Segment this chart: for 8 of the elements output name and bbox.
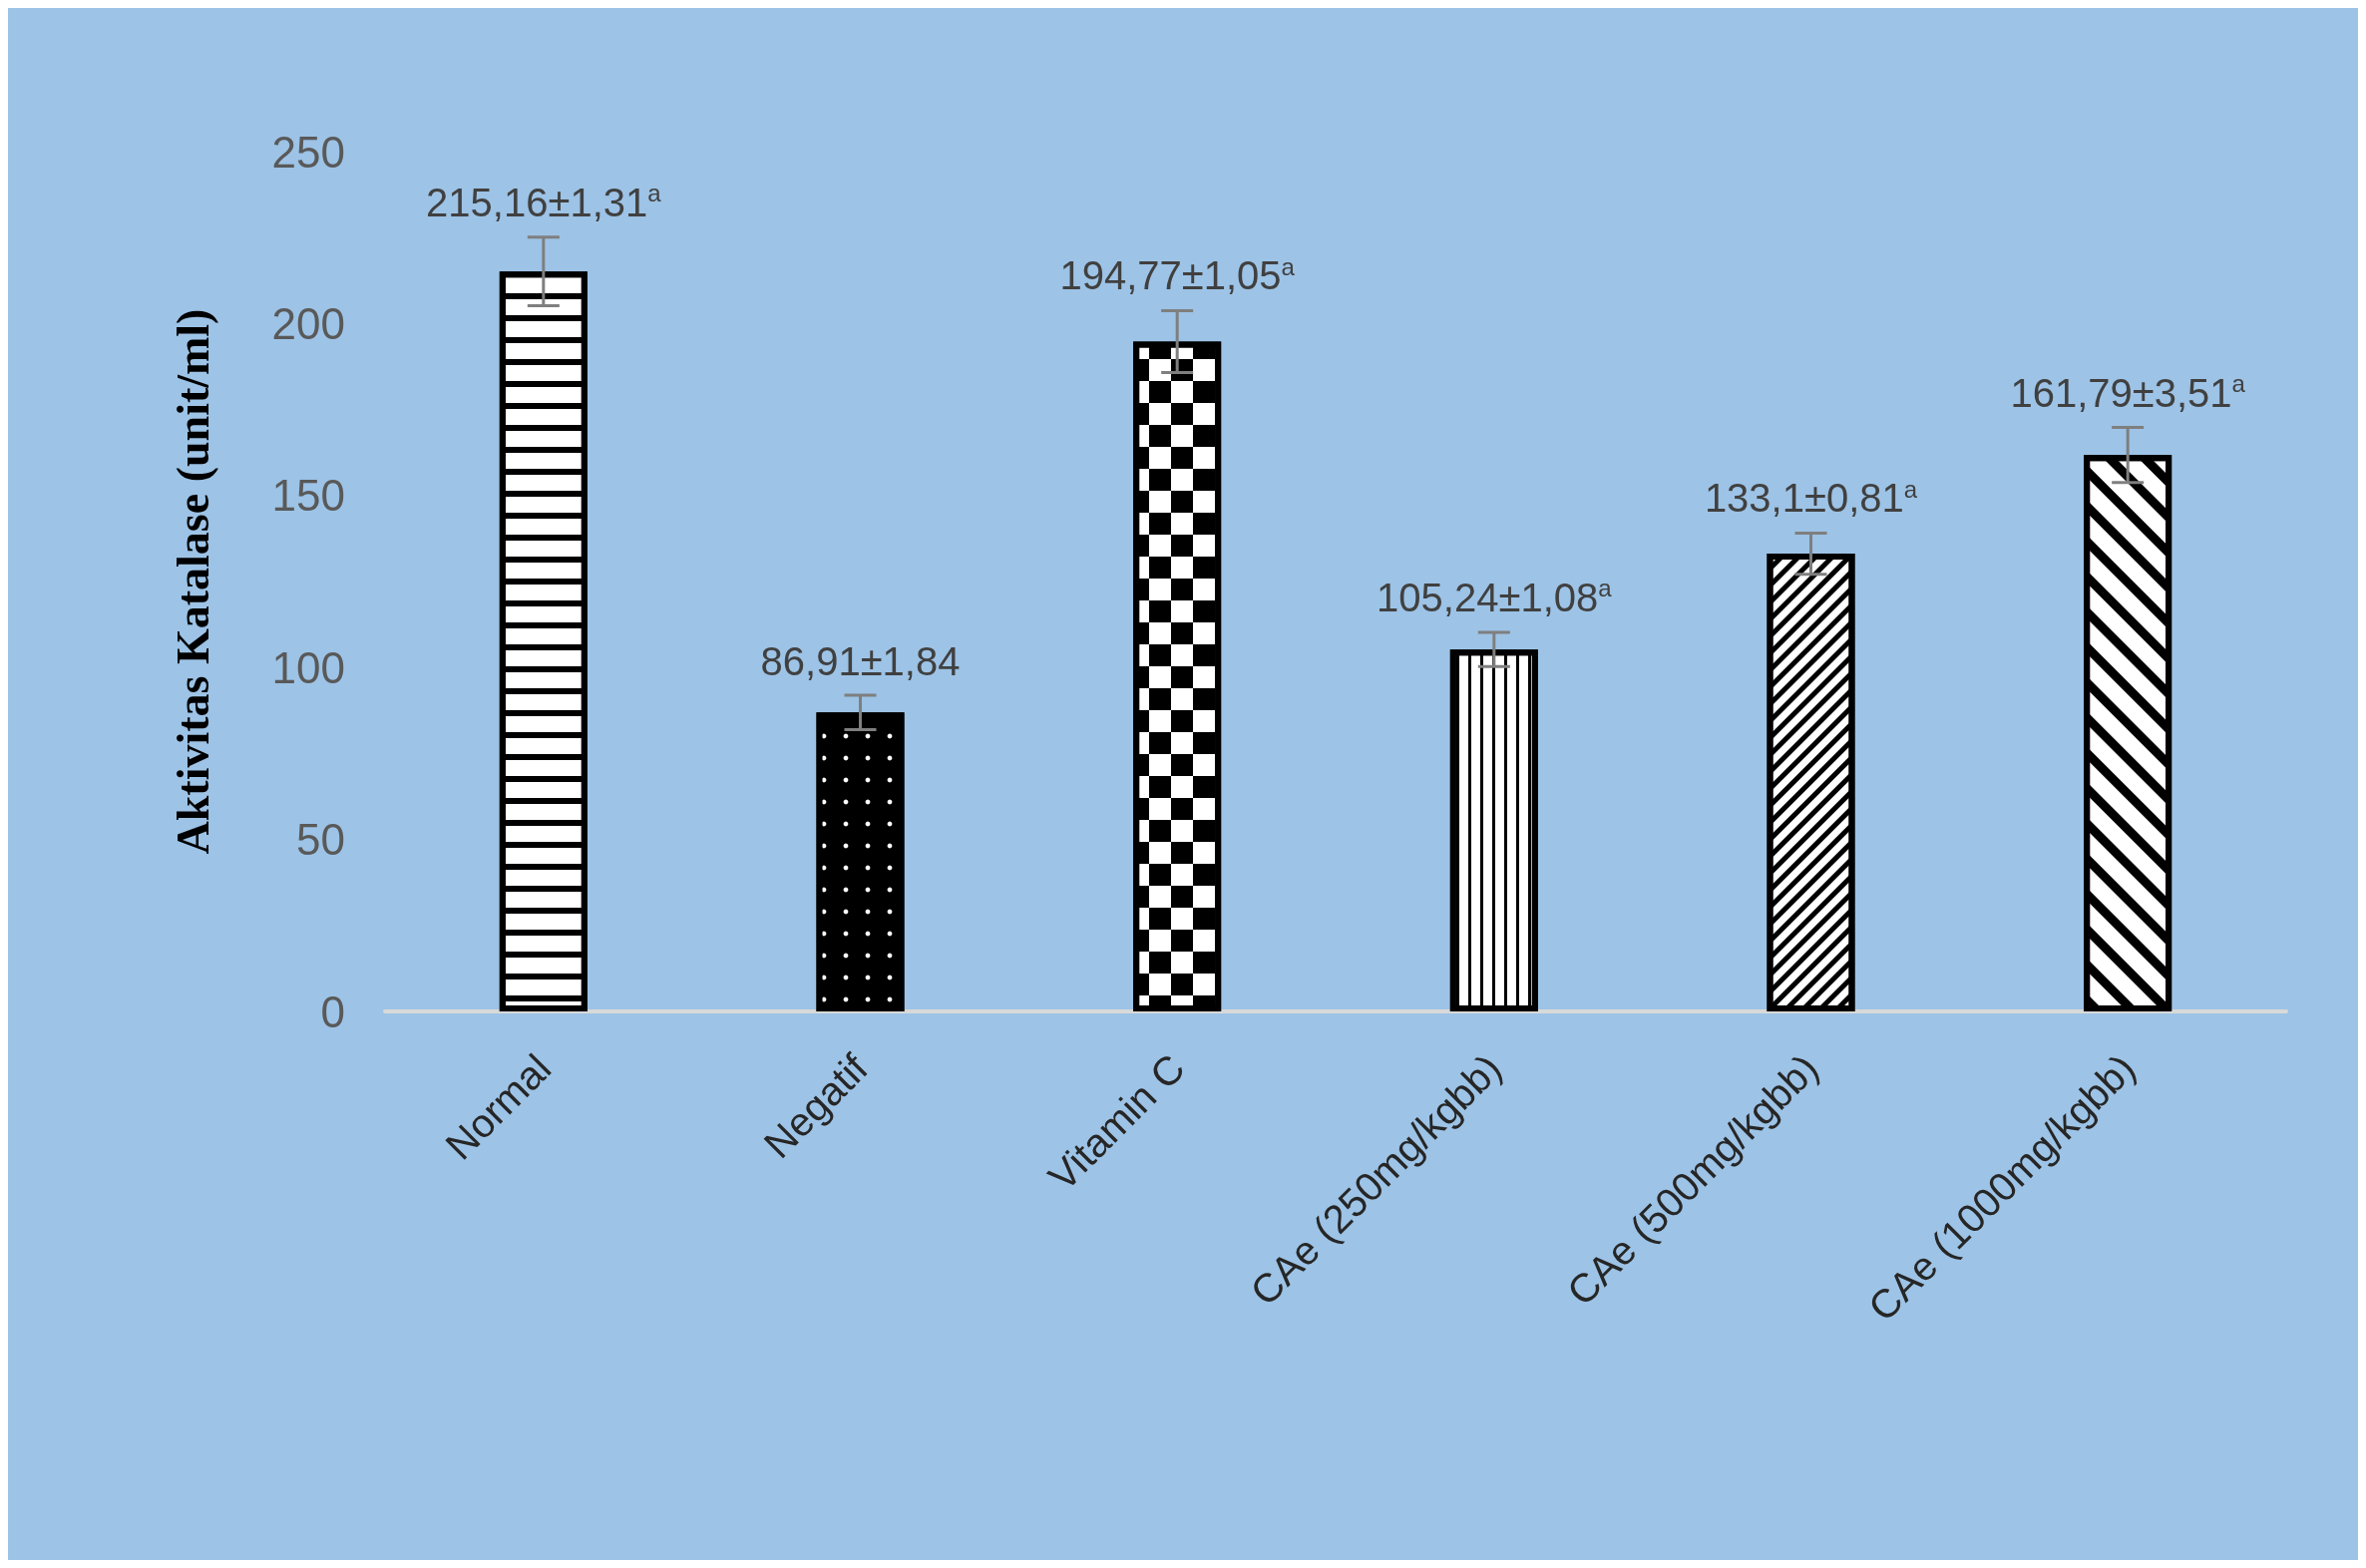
data-label: 86,91±1,84 [760, 639, 961, 684]
y-tick-label: 150 [271, 471, 345, 521]
y-tick-label: 200 [271, 298, 345, 348]
y-tick-label: 250 [271, 127, 345, 177]
y-axis-title: Aktivitas Katalase (unit/ml) [167, 308, 218, 855]
y-tick-label: 50 [296, 815, 345, 865]
y-tick-label: 100 [271, 642, 345, 692]
y-tick-label: 0 [320, 986, 345, 1036]
